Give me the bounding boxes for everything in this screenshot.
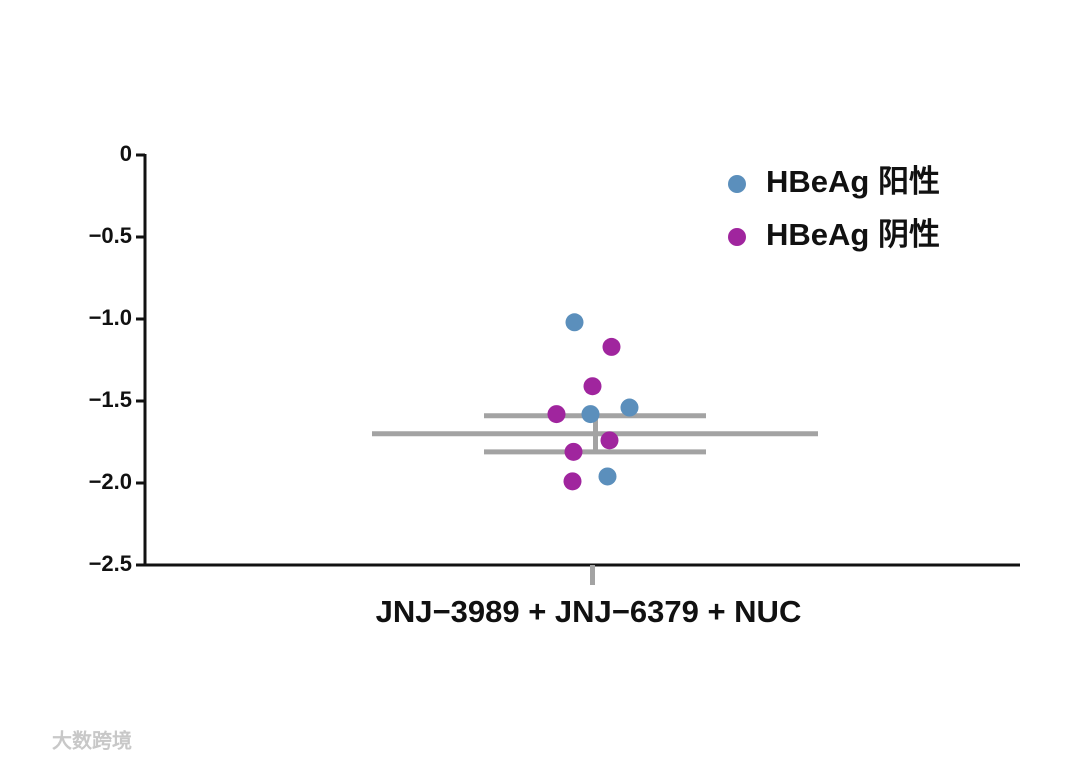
y-tick-label: −2.0 [89, 469, 132, 494]
point [620, 398, 639, 417]
point [563, 472, 582, 491]
x-tick-label: JNJ−3989 + JNJ−6379 + NUC [376, 594, 802, 629]
point [581, 405, 600, 424]
y-tick-label: −1.0 [89, 305, 132, 330]
y-tick-label: 0 [120, 141, 132, 166]
point [547, 405, 566, 424]
point [600, 431, 619, 450]
point [583, 377, 602, 396]
legend-label: HBeAg 阴性 [766, 217, 940, 252]
point [564, 442, 583, 461]
point [565, 313, 584, 332]
y-tick-label: −0.5 [89, 223, 132, 248]
point [602, 337, 621, 356]
watermark: 大数跨境 [52, 728, 132, 752]
y-tick-label: −2.5 [89, 551, 132, 576]
legend-marker [728, 228, 746, 246]
legend-label: HBeAg 阳性 [766, 164, 940, 199]
y-tick-label: −1.5 [89, 387, 132, 412]
point [598, 467, 617, 486]
legend-marker [728, 175, 746, 193]
